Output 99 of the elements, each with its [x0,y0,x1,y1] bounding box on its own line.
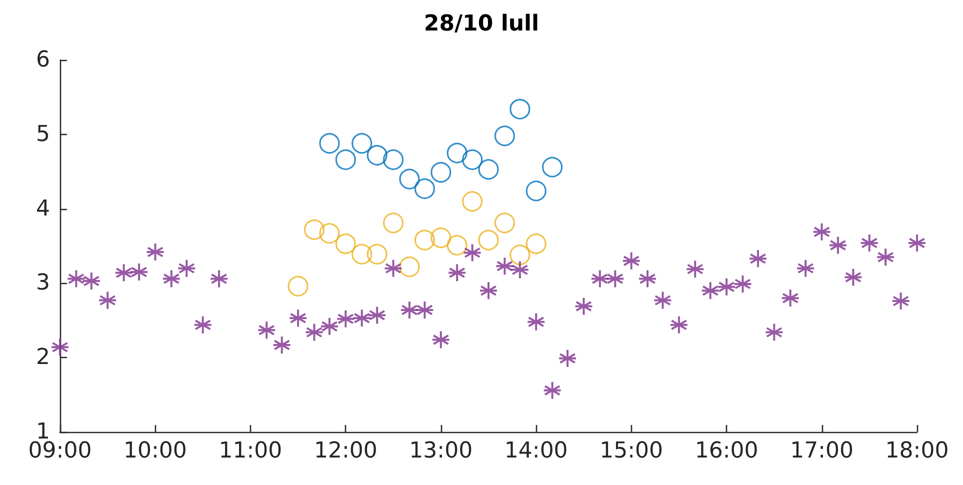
point [844,268,863,287]
x-tick-label: 18:00 [885,438,949,464]
point [780,288,800,308]
point [462,243,482,262]
point [414,230,435,250]
point [368,306,387,325]
point [733,274,752,294]
point [748,249,768,268]
point [98,290,118,310]
point [399,256,420,278]
point [352,308,372,328]
point [162,269,181,288]
point [352,244,372,264]
point [335,149,356,170]
point [526,312,546,332]
point [50,338,70,357]
point [288,308,308,328]
point [526,233,546,254]
point [288,276,308,296]
point [526,180,546,202]
point [891,292,910,311]
point [366,244,388,264]
point [828,236,848,255]
point [384,258,403,278]
point [382,149,404,170]
point [796,258,816,278]
point [860,234,879,253]
point [320,316,339,336]
y-tick-label: 2 [36,345,50,370]
point [558,348,578,368]
point [606,269,625,288]
point [82,271,101,290]
point [335,233,356,254]
point [478,159,499,180]
point [479,281,498,300]
point [510,260,530,280]
y-tick-label: 6 [36,48,50,72]
x-tick-label: 13:00 [409,438,473,464]
point [494,126,515,146]
point [717,277,736,296]
point [542,156,563,178]
point [210,269,229,288]
point [446,234,468,256]
chart-title: 28/10 lull [424,12,540,36]
point [336,309,356,328]
point [876,248,896,267]
point [542,380,562,400]
point [399,168,420,190]
x-tick-label: 17:00 [790,438,854,464]
point [66,269,86,288]
point [653,290,672,310]
point [478,230,499,250]
point [462,149,483,170]
point [590,269,610,288]
point [366,144,388,166]
point [700,281,720,300]
point [193,315,212,334]
x-tick-label: 12:00 [314,438,378,464]
point [319,223,340,244]
point [257,320,276,340]
point [400,300,419,320]
point [669,315,688,334]
y-tick-label: 3 [36,270,50,296]
point [448,263,467,282]
point [622,251,641,270]
point [494,212,515,234]
point [462,191,483,212]
y-tick-label: 4 [36,196,50,222]
point [638,269,658,288]
point [574,296,594,316]
point [352,133,372,154]
point [304,219,325,240]
point [495,256,514,276]
point [146,242,165,262]
x-tick-label: 10:00 [124,438,187,464]
point [510,98,530,120]
point [686,260,705,279]
point [812,222,832,242]
y-tick-label: 5 [36,122,50,147]
point [908,234,926,253]
point [272,335,292,354]
x-tick-label: 16:00 [694,438,758,464]
point [382,212,404,234]
point [304,322,324,342]
point [415,300,434,320]
point [414,178,435,200]
x-tick-label: 14:00 [504,438,568,464]
point [114,263,134,282]
point [510,244,530,266]
x-tick-label: 15:00 [600,438,664,464]
point [430,228,452,248]
point [319,133,340,154]
point [177,258,196,278]
point [431,330,450,350]
point [430,162,452,183]
x-tick-label: 11:00 [218,438,282,464]
point [446,142,468,164]
point [764,322,784,342]
point [130,262,149,282]
